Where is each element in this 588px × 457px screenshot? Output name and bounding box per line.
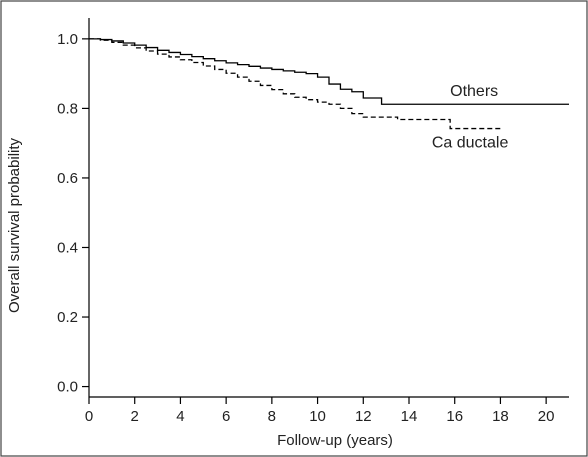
x-tick-label: 4 (176, 408, 184, 425)
x-tick-label: 16 (446, 408, 463, 425)
x-tick-label: 0 (85, 408, 93, 425)
x-tick-label: 14 (401, 408, 418, 425)
labels-layer: Others Ca ductale (432, 83, 509, 151)
x-tick-label: 10 (309, 408, 326, 425)
y-tick-label: 0.6 (57, 170, 78, 187)
axes: 0 2 4 6 8 10 12 14 16 18 20 0.0 0.2 0.4 0.6 0.8 1.0 Follo… (6, 18, 569, 449)
x-tick-label: 8 (268, 408, 276, 425)
y-axis-title: Overall survival probability (6, 137, 23, 313)
y-tick-label: 1.0 (57, 31, 78, 48)
x-tick-label: 18 (492, 408, 509, 425)
y-tick-label: 0.4 (57, 239, 78, 256)
y-tick-label: 0.8 (57, 100, 78, 117)
x-tick-label: 6 (222, 408, 230, 425)
series-label-others: Others (450, 83, 498, 100)
series-layer (89, 38, 569, 130)
series-label-ca-ductale: Ca ductale (432, 134, 509, 151)
x-tick-label: 12 (355, 408, 372, 425)
series-line-ca-ductale (89, 38, 501, 130)
y-tick-label: 0.0 (57, 379, 78, 396)
x-tick-label: 20 (538, 408, 555, 425)
x-tick-label: 2 (131, 408, 139, 425)
x-axis-title: Follow-up (years) (277, 432, 393, 449)
y-tick-label: 0.2 (57, 309, 78, 326)
